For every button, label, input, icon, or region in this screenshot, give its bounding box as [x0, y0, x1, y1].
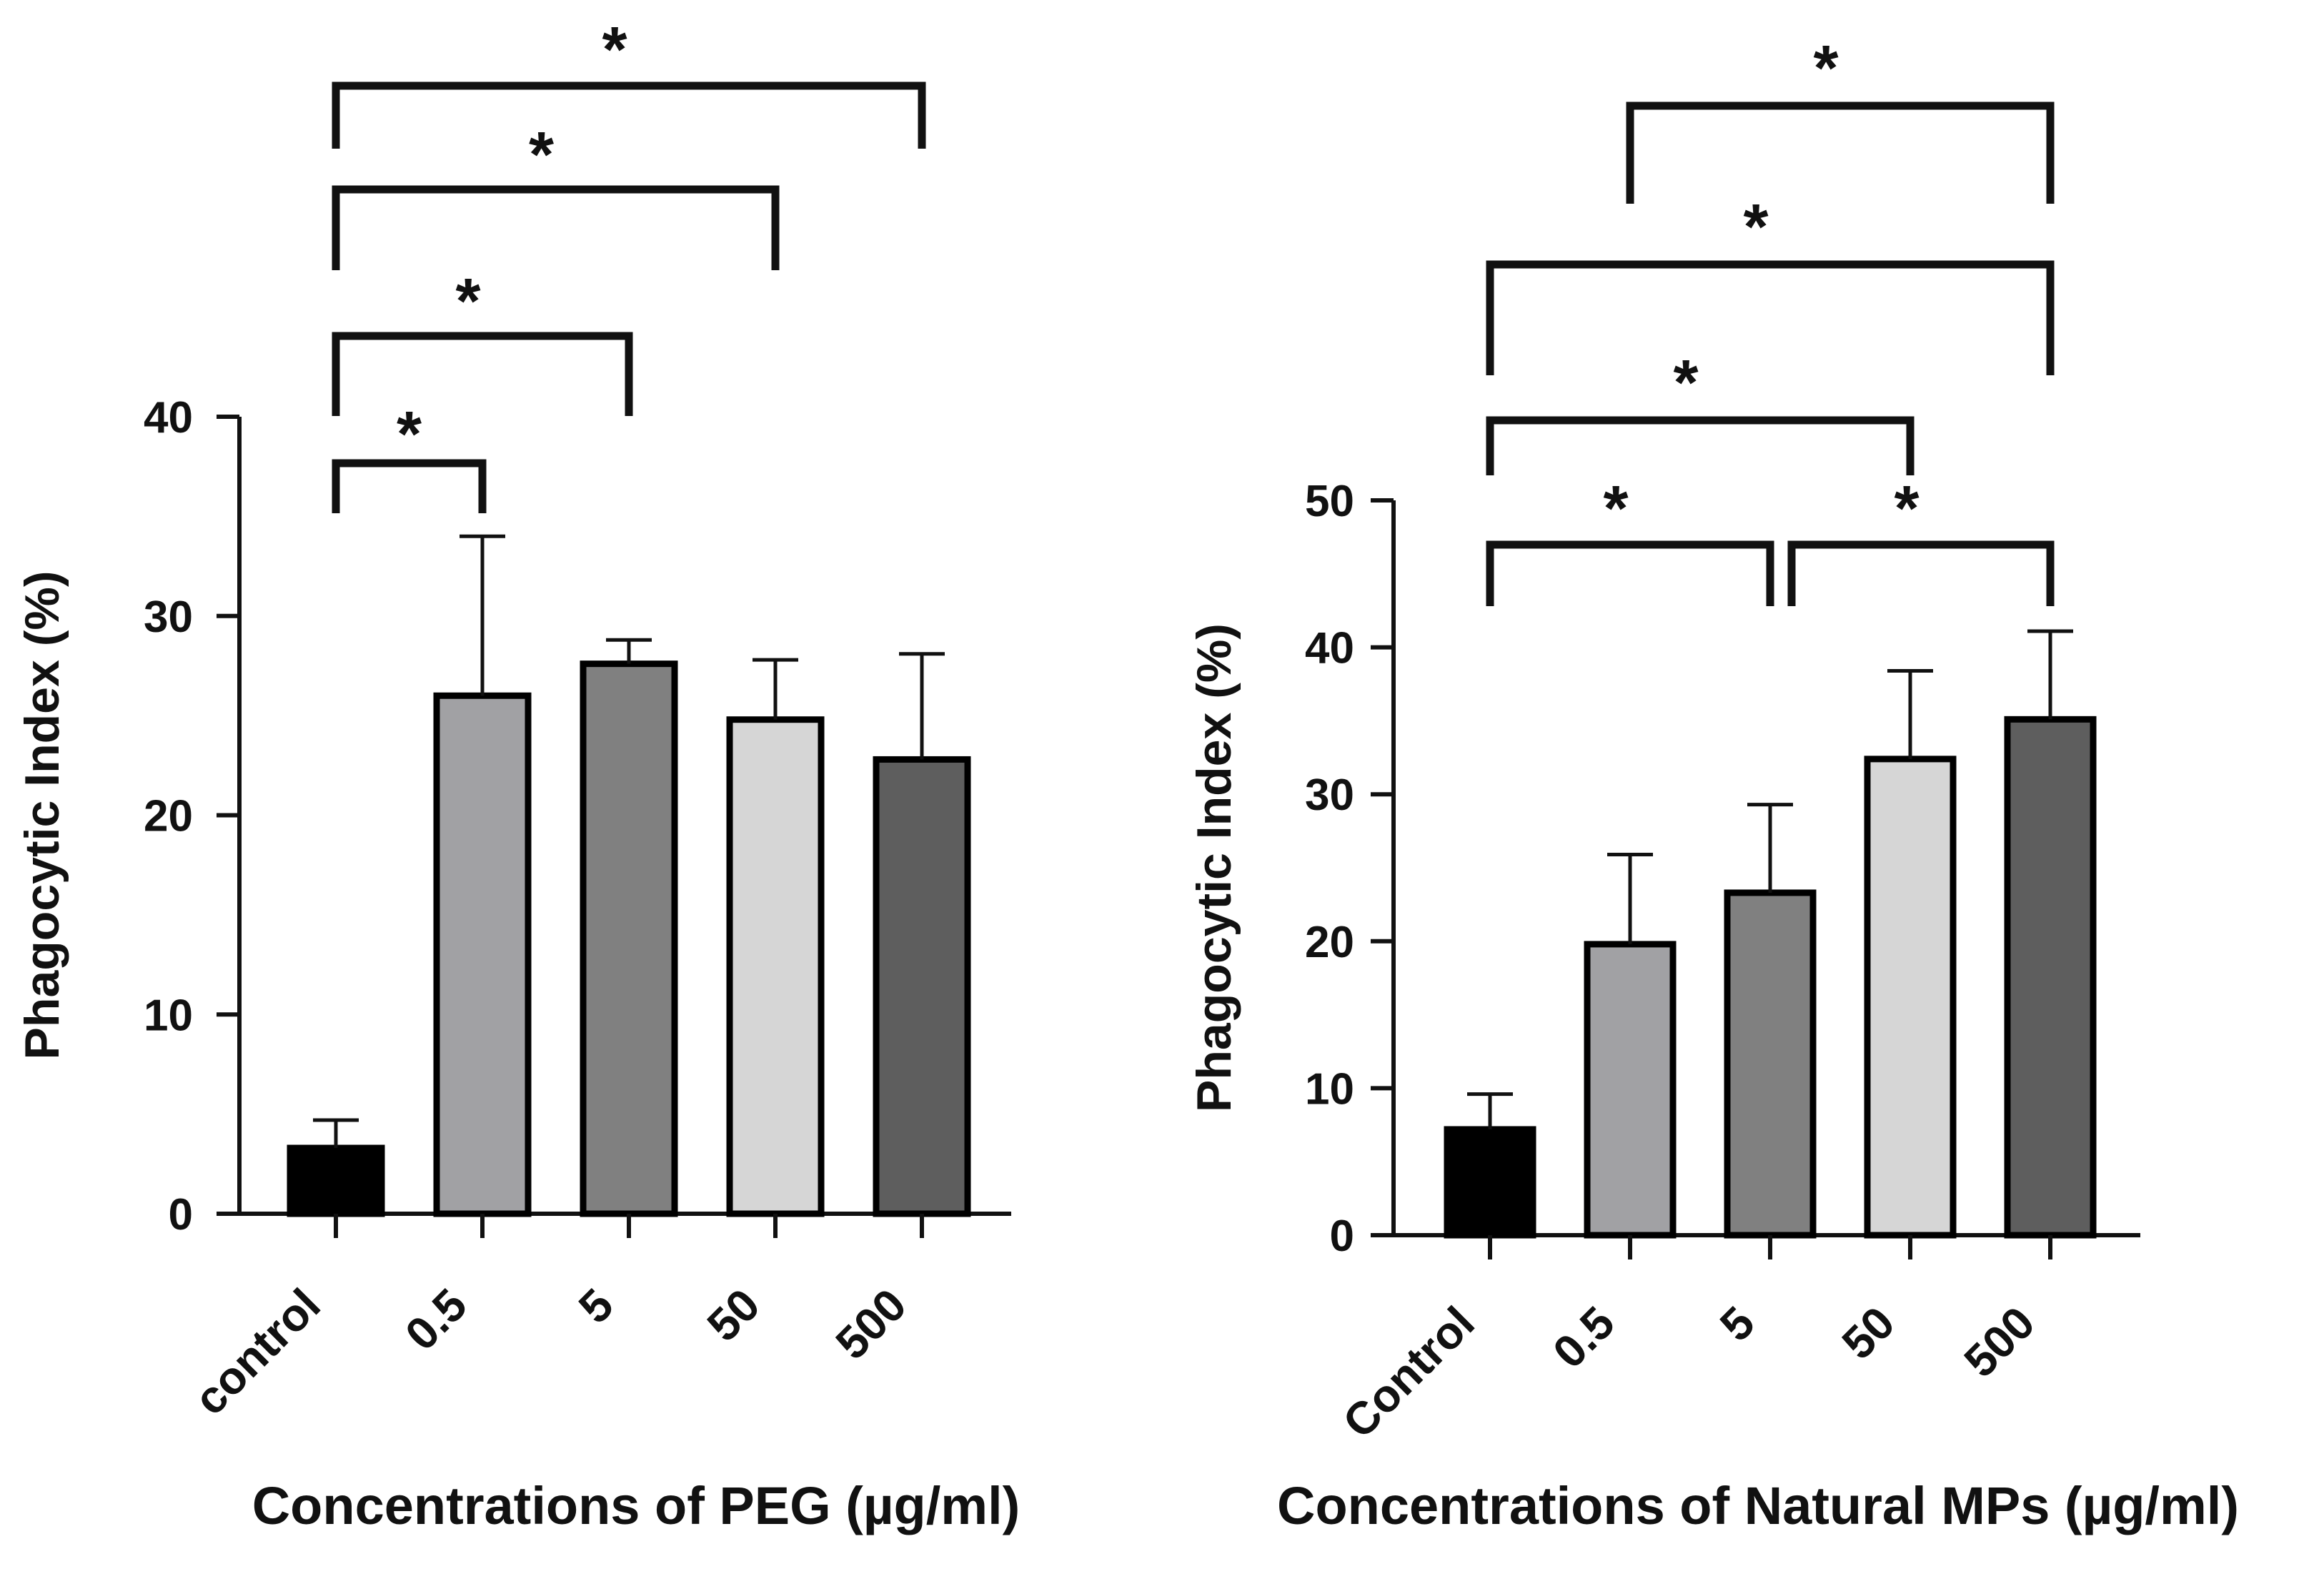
significance-bracket	[336, 336, 629, 416]
x-tick-label: 5	[1710, 1297, 1764, 1351]
y-tick-label: 40	[144, 393, 193, 442]
chart-panel-2: 0 10 20 30 40 50 Phagocytic Index (%) Control 0.…	[1187, 33, 2239, 1535]
significance-star: *	[602, 14, 627, 86]
significance-star: *	[529, 119, 554, 191]
y-axis-title: Phagocytic Index (%)	[1187, 623, 1241, 1112]
bar-5	[583, 664, 675, 1214]
figure-canvas: 0 10 20 30 40 Phagocytic Index (%) control 0.5 5…	[0, 0, 2324, 1565]
bar-500	[876, 759, 968, 1214]
x-tick-label: 50	[697, 1279, 770, 1351]
y-tick-label: 10	[144, 991, 193, 1040]
y-tick-label: 10	[1305, 1064, 1354, 1114]
bar-50	[730, 720, 821, 1214]
chart-panel-1: 0 10 20 30 40 Phagocytic Index (%) control 0.5 5…	[15, 14, 1020, 1535]
significance-bracket	[336, 189, 775, 270]
y-tick-label: 40	[1305, 624, 1354, 673]
bar-50	[1867, 759, 1953, 1235]
y-tick-label: 20	[144, 792, 193, 841]
significance-bracket	[1792, 545, 2050, 606]
significance-bracket	[336, 86, 922, 149]
y-tick-label: 20	[1305, 918, 1354, 967]
figure: 0 10 20 30 40 Phagocytic Index (%) control 0.5 5…	[0, 0, 2324, 1565]
significance-star: *	[1673, 347, 1698, 419]
x-tick-label: Control	[1333, 1297, 1484, 1448]
x-tick-label: 5	[569, 1279, 623, 1333]
significance-star: *	[455, 266, 480, 337]
y-axis-title: Phagocytic Index (%)	[15, 571, 69, 1060]
significance-star: *	[1743, 192, 1768, 263]
x-tick-label: 0.5	[1543, 1297, 1624, 1378]
significance-star: *	[1813, 33, 1838, 104]
significance-bracket	[336, 463, 482, 513]
x-tick-label: 500	[825, 1279, 915, 1369]
bar-Control	[1447, 1129, 1533, 1235]
significance-star: *	[1603, 473, 1628, 545]
x-tick-label: control	[184, 1279, 330, 1425]
x-tick-label: 500	[1954, 1297, 2044, 1387]
bar-0.5	[437, 696, 528, 1214]
bar-0.5	[1587, 944, 1673, 1235]
y-tick-label: 30	[144, 593, 193, 642]
x-axis-title: Concentrations of Natural MPs (µg/ml)	[1277, 1476, 2239, 1535]
significance-bracket	[1630, 106, 2050, 204]
bar-500	[2007, 719, 2093, 1235]
y-tick-label: 30	[1305, 771, 1354, 820]
significance-star: *	[1894, 473, 1919, 545]
y-tick-label: 50	[1305, 477, 1354, 526]
significance-bracket	[1490, 264, 2050, 375]
significance-bracket	[1490, 545, 1770, 606]
y-tick-label: 0	[169, 1190, 193, 1239]
bar-control	[290, 1148, 382, 1214]
x-tick-label: 0.5	[395, 1279, 477, 1360]
bar-5	[1727, 893, 1813, 1235]
x-tick-label: 50	[1832, 1297, 1905, 1369]
significance-star: *	[397, 399, 422, 470]
significance-bracket	[1490, 420, 1910, 475]
x-axis-title: Concentrations of PEG (µg/ml)	[252, 1476, 1021, 1535]
y-tick-label: 0	[1330, 1212, 1354, 1261]
